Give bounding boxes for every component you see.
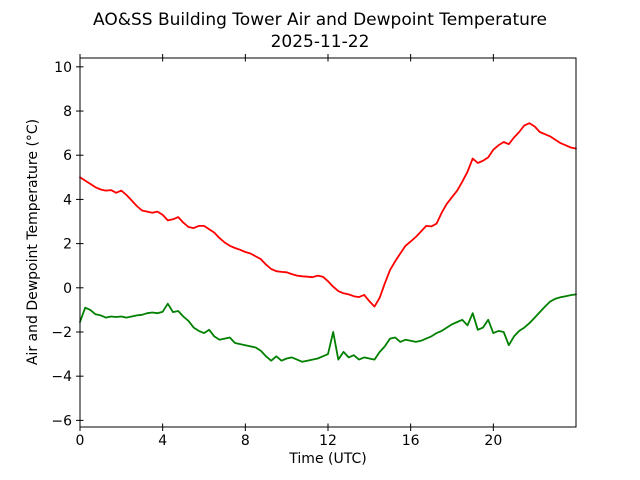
air-temperature-line bbox=[79, 122, 577, 308]
y-tick-label: 6 bbox=[63, 148, 72, 164]
y-tick-label: −6 bbox=[51, 413, 72, 429]
y-tick-label: 2 bbox=[63, 237, 72, 253]
y-tick-label: 8 bbox=[63, 104, 72, 120]
y-axis-label: Air and Dewpoint Temperature (°C) bbox=[25, 118, 41, 366]
axis-ticks: 0 4 8 12 16 20 −6 −4 −2 0 2 4 6 8 10 bbox=[51, 54, 502, 449]
chart-title: AO&SS Building Tower Air and Dewpoint Te… bbox=[0, 9, 640, 53]
x-axis-label: Time (UTC) bbox=[289, 451, 367, 467]
dewpoint-temperature-line bbox=[79, 293, 577, 363]
chart-title-date: 2025-11-22 bbox=[270, 32, 370, 52]
x-tick-label: 0 bbox=[76, 433, 85, 449]
y-tick-label: 4 bbox=[63, 192, 72, 208]
data-series bbox=[79, 122, 577, 363]
y-tick-label: 0 bbox=[63, 281, 72, 297]
y-tick-label: −4 bbox=[51, 369, 72, 385]
x-tick-label: 20 bbox=[484, 433, 502, 449]
y-tick-label: 10 bbox=[54, 60, 72, 76]
y-tick-label: −2 bbox=[51, 325, 72, 341]
x-tick-label: 16 bbox=[402, 433, 420, 449]
chart-title-line1: AO&SS Building Tower Air and Dewpoint Te… bbox=[92, 10, 547, 30]
axes-frame bbox=[79, 57, 577, 428]
x-tick-label: 4 bbox=[158, 433, 167, 449]
x-tick-label: 8 bbox=[241, 433, 250, 449]
x-tick-label: 12 bbox=[319, 433, 337, 449]
